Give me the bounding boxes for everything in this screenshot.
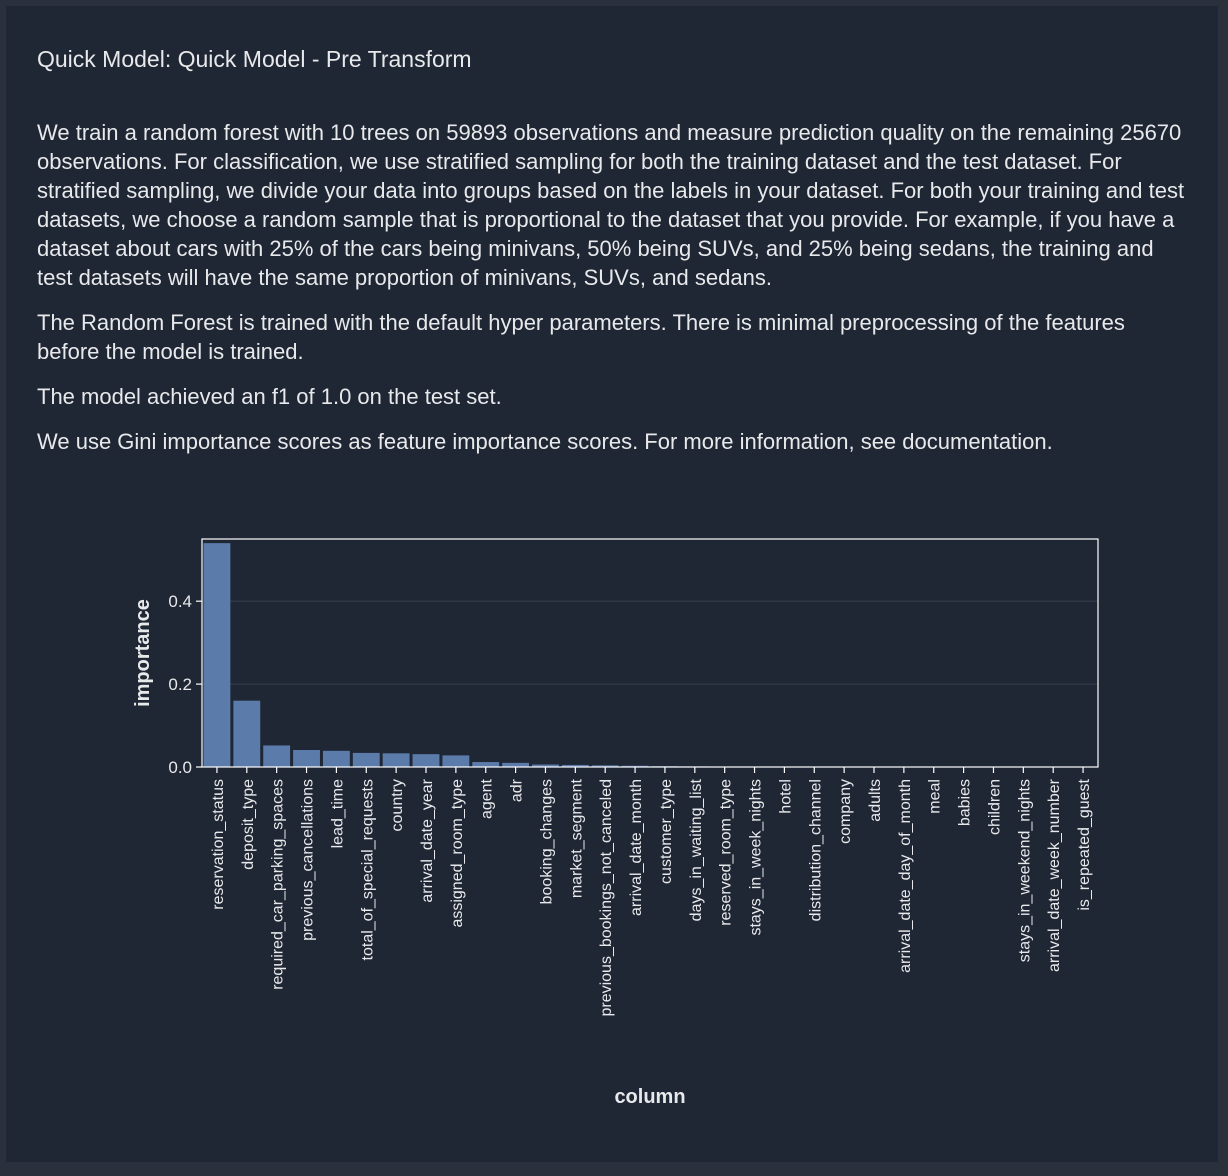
x-tick-label: agent	[479, 778, 496, 819]
description: We train a random forest with 10 trees o…	[37, 118, 1187, 472]
x-tick-label: arrival_date_year	[419, 778, 436, 902]
x-tick-label: reserved_room_type	[718, 779, 735, 926]
bar	[263, 745, 291, 767]
x-tick-label: market_segment	[568, 778, 585, 898]
x-tick-label: country	[389, 779, 406, 831]
x-tick-label: stays_in_week_nights	[748, 779, 765, 936]
axis-layer: 0.0 0.2 0.4 reservation_status deposit_type r…	[168, 592, 1093, 1016]
bar	[412, 754, 440, 767]
description-paragraph: We use Gini importance scores as feature…	[37, 429, 1053, 454]
x-tick-label: previous_bookings_not_canceled	[598, 779, 615, 1017]
bar	[442, 755, 470, 767]
x-tick-label: distribution_channel	[807, 779, 824, 921]
bar	[532, 764, 559, 767]
x-tick-label: stays_in_weekend_nights	[1016, 779, 1033, 962]
x-tick-label: arrival_date_week_number	[1046, 778, 1063, 972]
bar	[472, 762, 500, 767]
x-tick-label: adults	[867, 779, 884, 822]
bar	[382, 753, 410, 767]
y-tick-label: 0.0	[168, 758, 192, 777]
x-tick-label: lead_time	[329, 779, 346, 848]
x-tick-label: company	[837, 779, 854, 844]
description-paragraph: The model achieved an f1 of 1.0 on the t…	[37, 384, 502, 409]
bar	[561, 764, 589, 767]
y-axis-title: importance	[132, 599, 154, 707]
bar	[293, 750, 320, 767]
x-tick-label: customer_type	[658, 779, 675, 884]
x-tick-label: arrival_date_month	[628, 779, 645, 916]
x-tick-label: babies	[957, 779, 974, 826]
bar	[203, 543, 231, 767]
bar	[502, 762, 530, 767]
plot-frame	[201, 538, 1099, 768]
bar	[233, 700, 261, 767]
x-axis-title: column	[614, 1086, 685, 1108]
bars-layer	[203, 543, 1067, 767]
x-tick-label: adr	[509, 778, 526, 802]
bar	[352, 752, 380, 767]
grid-layer	[202, 600, 1098, 685]
x-tick-label: hotel	[777, 779, 794, 814]
bar	[621, 765, 649, 767]
description-paragraph: We train a random forest with 10 trees o…	[37, 120, 1185, 290]
x-tick-label: required_car_parking_spaces	[270, 779, 287, 990]
x-tick-label: is_repeated_guest	[1076, 778, 1093, 910]
x-tick-label: assigned_room_type	[449, 779, 466, 928]
x-tick-label: meal	[927, 779, 944, 814]
x-tick-label: deposit_type	[240, 779, 257, 870]
page-title: Quick Model: Quick Model - Pre Transform	[37, 46, 472, 72]
x-tick-label: arrival_date_day_of_month	[897, 779, 914, 973]
x-tick-label: days_in_waiting_list	[688, 778, 705, 921]
y-tick-label: 0.2	[168, 675, 192, 694]
x-tick-label: reservation_status	[210, 779, 227, 910]
bar	[322, 750, 350, 767]
x-tick-label: previous_cancellations	[300, 779, 317, 941]
x-tick-label: booking_changes	[538, 779, 555, 904]
x-tick-label: total_of_special_requests	[359, 779, 376, 960]
y-tick-label: 0.4	[168, 592, 192, 611]
x-tick-label: children	[986, 779, 1003, 835]
description-paragraph: The Random Forest is trained with the de…	[37, 310, 1125, 364]
bar	[591, 765, 619, 767]
